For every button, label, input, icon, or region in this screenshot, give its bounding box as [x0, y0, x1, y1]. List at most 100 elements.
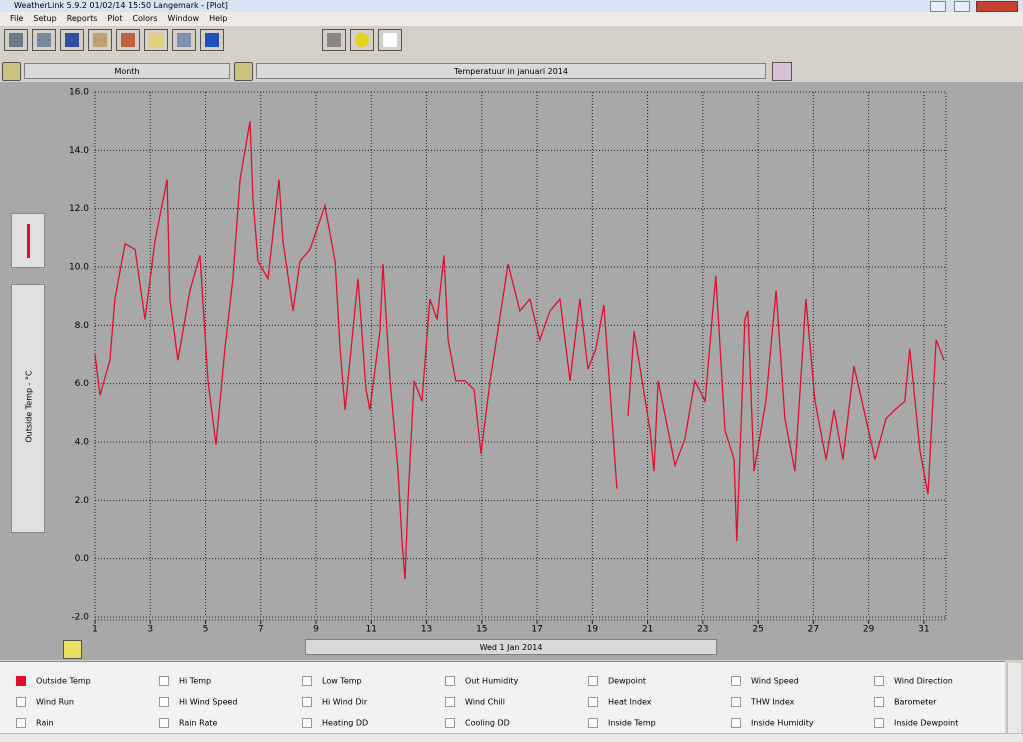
- parameter-checkbox[interactable]: Inside Humidity: [731, 718, 814, 729]
- parameter-checkbox[interactable]: Wind Chill: [445, 697, 505, 708]
- parameter-checkbox[interactable]: Hi Temp: [159, 676, 211, 687]
- checkbox[interactable]: [302, 697, 312, 707]
- toolbar-icon: [65, 33, 79, 47]
- minimize-button[interactable]: [930, 1, 946, 12]
- period-field[interactable]: Month: [24, 63, 230, 79]
- parameter-checkbox[interactable]: Barometer: [874, 697, 936, 708]
- parameter-checkbox[interactable]: Dewpoint: [588, 676, 646, 687]
- toolbar-button[interactable]: [172, 29, 196, 51]
- checkbox[interactable]: [159, 676, 169, 686]
- checkbox[interactable]: [874, 697, 884, 707]
- x-tick-label: 5: [203, 625, 209, 635]
- checkbox[interactable]: [731, 697, 741, 707]
- checkbox[interactable]: [874, 676, 884, 686]
- toolbar-button[interactable]: [350, 29, 374, 51]
- color-icon[interactable]: [772, 62, 792, 81]
- x-tick-label: 19: [587, 625, 599, 635]
- plot-frame: [94, 91, 947, 621]
- lock-icon[interactable]: [63, 640, 82, 659]
- checkbox[interactable]: [16, 676, 26, 686]
- parameter-checkbox[interactable]: Wind Run: [16, 697, 74, 708]
- parameter-checkbox[interactable]: Cooling DD: [445, 718, 510, 729]
- checkbox[interactable]: [588, 718, 598, 728]
- x-tick-label: 11: [366, 625, 377, 635]
- parameter-label: Low Temp: [322, 676, 362, 686]
- parameter-checkbox[interactable]: Heat Index: [588, 697, 652, 708]
- checkbox[interactable]: [159, 697, 169, 707]
- toolbar-icon: [9, 33, 23, 47]
- toolbar-button[interactable]: [60, 29, 84, 51]
- parameter-label: Barometer: [894, 697, 937, 707]
- y-tick-label: 4.0: [75, 438, 90, 448]
- parameter-label: Hi Temp: [179, 676, 212, 686]
- x-tick-label: 15: [476, 625, 487, 635]
- menu-item[interactable]: Help: [209, 14, 228, 23]
- checkbox[interactable]: [731, 676, 741, 686]
- parameter-checkbox[interactable]: Wind Direction: [874, 676, 953, 687]
- checkbox[interactable]: [874, 718, 884, 728]
- toolbar-icon: [383, 33, 397, 47]
- y-tick-label: 2.0: [75, 496, 90, 506]
- horizontal-scrollbar[interactable]: [0, 733, 1023, 742]
- parameter-checkbox[interactable]: THW Index: [731, 697, 794, 708]
- close-button[interactable]: [976, 1, 1018, 12]
- toolbar-icon: [177, 33, 191, 47]
- parameter-checkbox[interactable]: Wind Speed: [731, 676, 799, 687]
- menu-item[interactable]: File: [10, 14, 24, 23]
- parameter-checkbox[interactable]: Outside Temp: [16, 676, 91, 687]
- checkbox[interactable]: [445, 718, 455, 728]
- parameter-label: Hi Wind Speed: [179, 697, 238, 707]
- parameter-checkbox[interactable]: Rain Rate: [159, 718, 217, 729]
- checkbox[interactable]: [159, 718, 169, 728]
- toolbar-button[interactable]: [144, 29, 168, 51]
- series-color-swatch: [27, 224, 30, 258]
- series-color-button[interactable]: [11, 213, 45, 268]
- parameter-checkbox[interactable]: Low Temp: [302, 676, 362, 687]
- checkbox[interactable]: [445, 676, 455, 686]
- parameter-checkbox[interactable]: Hi Wind Speed: [159, 697, 238, 708]
- y-tick-label: 8.0: [75, 321, 90, 331]
- y-axis-panel: Outside Temp - °C: [11, 284, 45, 533]
- checkbox[interactable]: [731, 718, 741, 728]
- parameter-label: Rain: [36, 718, 54, 728]
- toolbar-button[interactable]: [4, 29, 28, 51]
- checkbox[interactable]: [588, 697, 598, 707]
- toolbar-button[interactable]: [32, 29, 56, 51]
- parameter-checkbox[interactable]: Hi Wind Dir: [302, 697, 367, 708]
- checkbox[interactable]: [16, 718, 26, 728]
- period-icon[interactable]: [2, 62, 21, 81]
- parameter-label: Heating DD: [322, 718, 369, 728]
- x-tick-label: 21: [642, 625, 653, 635]
- zoom-icon[interactable]: [234, 62, 253, 81]
- menu-item[interactable]: Window: [167, 14, 200, 23]
- parameter-checkbox[interactable]: Out Humidity: [445, 676, 518, 687]
- menu-item[interactable]: Setup: [33, 14, 57, 23]
- toolbar-button[interactable]: [378, 29, 402, 51]
- parameter-checkbox[interactable]: Heating DD: [302, 718, 368, 729]
- maximize-button[interactable]: [954, 1, 970, 12]
- checkbox[interactable]: [16, 697, 26, 707]
- parameter-label: Outside Temp: [36, 676, 91, 686]
- toolbar-button[interactable]: [200, 29, 224, 51]
- parameter-label: Wind Run: [36, 697, 74, 707]
- menu-item[interactable]: Plot: [107, 14, 123, 23]
- y-tick-label: 14.0: [69, 146, 89, 156]
- toolbar-button[interactable]: [322, 29, 346, 51]
- menu-item[interactable]: Reports: [66, 14, 98, 23]
- x-tick-label: 29: [863, 625, 875, 635]
- parameter-checkbox[interactable]: Rain: [16, 718, 54, 729]
- checkbox[interactable]: [588, 676, 598, 686]
- x-tick-label: 7: [258, 625, 264, 635]
- toolbar-button[interactable]: [116, 29, 140, 51]
- toolbar-button[interactable]: [88, 29, 112, 51]
- parameter-checkbox[interactable]: Inside Dewpoint: [874, 718, 958, 729]
- title-bar: WeatherLink 5.9.2 01/02/14 15:50 Langema…: [0, 0, 1023, 12]
- parameter-checkbox[interactable]: Inside Temp: [588, 718, 656, 729]
- checkbox[interactable]: [445, 697, 455, 707]
- checkbox[interactable]: [302, 676, 312, 686]
- toolbar-icon: [37, 33, 51, 47]
- menu-item[interactable]: Colors: [132, 14, 158, 23]
- checkbox[interactable]: [302, 718, 312, 728]
- vertical-scrollbar[interactable]: [1007, 663, 1021, 733]
